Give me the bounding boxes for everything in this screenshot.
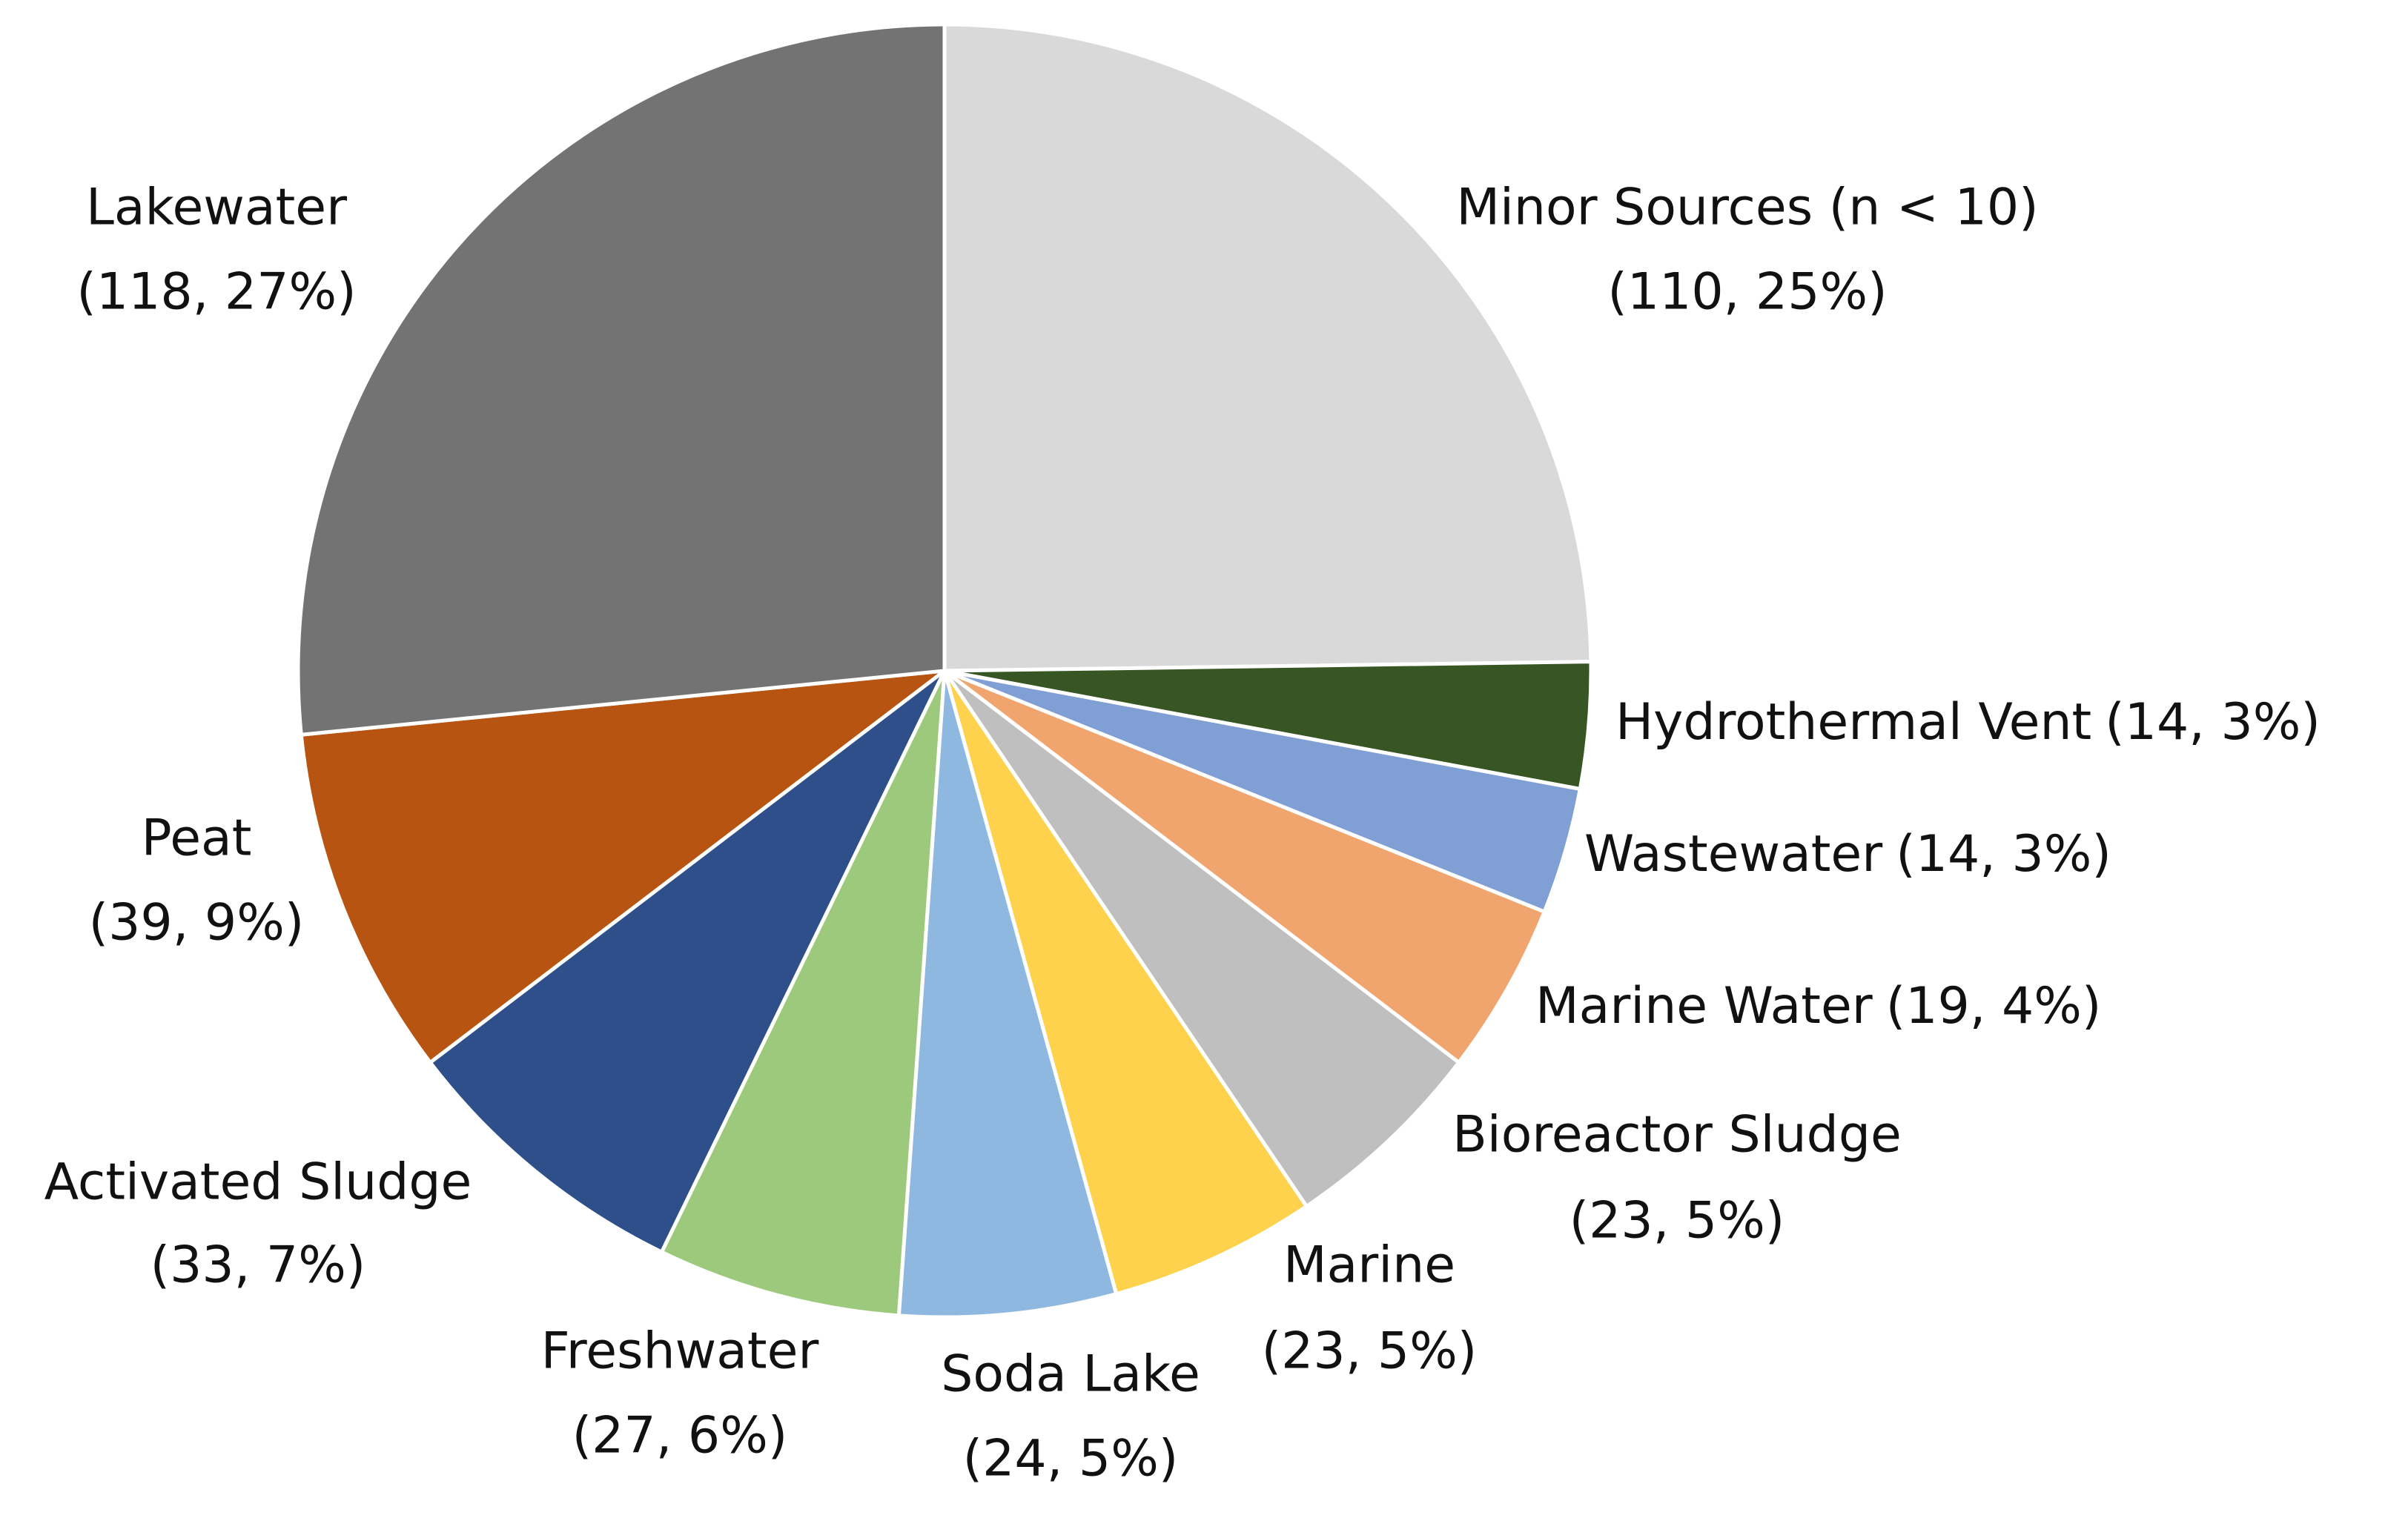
slice-name: Wastewater (1584, 825, 1882, 884)
slice-value: (23, 5%) (1570, 1192, 1785, 1250)
pie-slice (296, 22, 947, 737)
slice-value: (27, 6%) (572, 1407, 788, 1465)
slice-label: Hydrothermal Vent (14, 3%) (1615, 693, 2321, 752)
slice-value: (110, 25%) (1607, 263, 1887, 322)
pie-slice (299, 669, 947, 1064)
slice-value: (24, 5%) (963, 1430, 1179, 1488)
pie-slice (428, 669, 947, 1254)
slice-label: Wastewater (14, 3%) (1584, 825, 2111, 884)
slice-name: Marine (1283, 1236, 1455, 1295)
slice-value: (33, 7%) (150, 1236, 366, 1295)
slice-name: Soda Lake (941, 1345, 1200, 1404)
slice-name: Minor Sources (n < 10) (1456, 179, 2038, 237)
slice-name: Lakewater (86, 179, 347, 237)
pie-slice (942, 669, 1461, 1208)
pie-slice (659, 669, 947, 1318)
slice-value: (23, 5%) (1262, 1322, 1478, 1381)
pie-slice (942, 22, 1593, 673)
slice-name: Freshwater (541, 1322, 819, 1381)
slice-value: (118, 27%) (76, 263, 356, 322)
pie-slice (896, 669, 1119, 1319)
slice-name: Bioreactor Sludge (1452, 1106, 1902, 1164)
pie-slice (942, 669, 1547, 1064)
slice-name: Peat (142, 809, 252, 868)
slice-value: (39, 9%) (89, 894, 305, 952)
slice-label: Marine Water (19, 4%) (1535, 977, 2101, 1035)
slice-value: (14, 3%) (1896, 825, 2111, 884)
slice-value: (19, 4%) (1886, 977, 2102, 1035)
slice-name: Hydrothermal Vent (1615, 693, 2091, 752)
slice-name: Activated Sludge (44, 1153, 472, 1212)
slice-value: (14, 3%) (2105, 693, 2321, 752)
pie-slice (942, 669, 1309, 1296)
slice-name: Marine Water (1535, 977, 1873, 1035)
